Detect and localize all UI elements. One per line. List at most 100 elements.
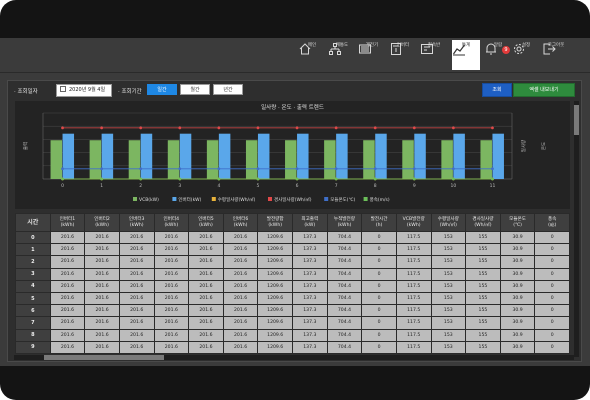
table-cell: 201.6 bbox=[188, 328, 224, 342]
legend-swatch bbox=[363, 197, 368, 201]
x-tick-label: 0 bbox=[61, 183, 64, 189]
legend-entry: 모듈온도(℃) bbox=[330, 197, 355, 203]
statistics-panel: · 조회일자 2020년 9월 4일 · 조회기간 일간 월간 년간 조회 엑셀… bbox=[7, 80, 582, 362]
horizontal-scroll-thumb[interactable] bbox=[44, 355, 164, 360]
table-cell: 201.6 bbox=[84, 279, 120, 293]
table-cell: 1209.6 bbox=[257, 340, 293, 354]
table-cell: 704.4 bbox=[326, 340, 363, 354]
table-cell: 201.6 bbox=[188, 267, 224, 281]
table-cell: 30.9 bbox=[499, 230, 536, 245]
hour-cell: 2 bbox=[15, 255, 51, 269]
legend-swatch bbox=[133, 197, 137, 201]
hour-cell: 1 bbox=[15, 243, 51, 257]
nav-item-diagram[interactable]: 계통도 bbox=[328, 40, 356, 70]
table-cell: 153 bbox=[430, 291, 467, 306]
date-picker[interactable]: 2020년 9월 4일 bbox=[56, 84, 112, 97]
bar-inverter bbox=[414, 133, 426, 179]
trend-chart-svg: 출력 일사량 온도 0 1 2 3 4 5 6 7 8 9 10 11 VCB(kW) 인버터(kW) 수평일사량… bbox=[22, 112, 547, 203]
table-cell: 201.6 bbox=[188, 243, 224, 257]
bar-vcb bbox=[441, 140, 453, 179]
table-cell: 201.6 bbox=[49, 304, 86, 318]
column-header: 경사일사량 (Wh/㎡) bbox=[465, 213, 501, 232]
table-cell: 137.3 bbox=[292, 304, 328, 318]
table-cell: 704.4 bbox=[326, 230, 363, 245]
table-cell: 117.5 bbox=[395, 243, 432, 257]
table-cell: 155 bbox=[465, 243, 501, 257]
legend-entry: 풍속(m/s) bbox=[370, 196, 390, 203]
table-cell: 155 bbox=[465, 255, 501, 269]
x-tick-label: 11 bbox=[490, 183, 496, 189]
nav-item-home[interactable]: 메인 bbox=[298, 40, 326, 70]
table-cell: 201.6 bbox=[49, 255, 86, 269]
table-cell: 201.6 bbox=[118, 291, 155, 306]
series-point bbox=[334, 126, 338, 130]
column-header: 모듈온도 (℃) bbox=[499, 213, 536, 232]
table-cell: 1209.6 bbox=[257, 316, 293, 330]
vertical-scroll-thumb[interactable] bbox=[574, 105, 579, 135]
table-cell: 201.6 bbox=[188, 279, 224, 293]
table-cell: 1209.6 bbox=[257, 291, 293, 306]
table-cell: 201.6 bbox=[118, 279, 155, 293]
table-cell: 201.6 bbox=[188, 291, 224, 306]
hour-cell: 3 bbox=[15, 267, 51, 281]
query-button[interactable]: 조회 bbox=[482, 83, 512, 97]
column-header: 발전량합 (kWh) bbox=[257, 213, 293, 232]
table-cell: 153 bbox=[430, 340, 467, 354]
table-cell: 155 bbox=[465, 316, 501, 330]
period-daily-tab[interactable]: 일간 bbox=[147, 84, 177, 95]
nav-item-junction-box[interactable]: 접속반 bbox=[420, 40, 448, 70]
nav-item-gear[interactable]: 설정 bbox=[512, 40, 540, 70]
bar-inverter bbox=[101, 133, 114, 179]
nav-item-alarm[interactable]: 알람 9 bbox=[484, 40, 512, 70]
table-cell: 201.6 bbox=[49, 340, 86, 354]
table-cell: 0 bbox=[361, 279, 397, 293]
nav-item-label: 메인 bbox=[307, 43, 317, 48]
table-cell: 1209.6 bbox=[257, 328, 293, 342]
period-label: · 조회기간 bbox=[118, 89, 142, 95]
period-yearly-tab[interactable]: 년간 bbox=[213, 84, 243, 95]
legend-entry: 수평일사량(Wh/㎡) bbox=[218, 196, 256, 203]
period-monthly-tab[interactable]: 월간 bbox=[180, 84, 210, 95]
calendar-icon bbox=[60, 86, 66, 92]
table-cell: 0 bbox=[361, 255, 397, 269]
series-point bbox=[491, 177, 494, 181]
series-point bbox=[373, 177, 377, 181]
vertical-scrollbar[interactable] bbox=[574, 101, 579, 357]
table-cell: 0 bbox=[361, 304, 397, 318]
x-tick-label: 4 bbox=[217, 183, 220, 189]
column-header: 인버터5 (kWh) bbox=[188, 213, 224, 232]
table-cell: 0 bbox=[534, 243, 570, 257]
date-label: · 조회일자 bbox=[14, 89, 38, 95]
horizontal-scrollbar[interactable] bbox=[14, 355, 574, 360]
table-cell: 117.5 bbox=[395, 279, 432, 293]
nav-item-label: 접속반 bbox=[427, 43, 441, 48]
nav-item-inverter[interactable]: 인버터 bbox=[389, 40, 417, 70]
series-point bbox=[217, 177, 221, 181]
table-cell: 30.9 bbox=[499, 316, 536, 330]
table-cell: 137.3 bbox=[292, 243, 328, 257]
legend-swatch bbox=[172, 197, 177, 201]
series-point bbox=[412, 167, 416, 171]
table-cell: 201.6 bbox=[118, 255, 155, 269]
table-cell: 117.5 bbox=[395, 328, 432, 342]
nav-item-logout[interactable]: 로그아웃 bbox=[542, 40, 570, 70]
bar-inverter bbox=[218, 133, 231, 179]
series-point bbox=[334, 177, 338, 181]
column-header: 인버터6 (kWh) bbox=[222, 213, 259, 232]
table-cell: 201.6 bbox=[118, 340, 155, 354]
series-point bbox=[178, 167, 182, 171]
table-cell: 30.9 bbox=[499, 328, 536, 342]
table-cell: 153 bbox=[430, 243, 467, 257]
table-cell: 201.6 bbox=[222, 267, 259, 281]
table-cell: 201.6 bbox=[153, 230, 190, 245]
table-cell: 201.6 bbox=[118, 328, 155, 342]
table-cell: 201.6 bbox=[118, 243, 155, 257]
excel-export-button[interactable]: 엑셀 내보내기 bbox=[513, 83, 575, 97]
bar-vcb bbox=[50, 140, 63, 179]
nav-item-stats[interactable]: 통계 bbox=[452, 40, 480, 70]
nav-item-relay[interactable]: 계전기 bbox=[358, 40, 386, 70]
bar-inverter bbox=[453, 133, 465, 179]
table-cell: 137.3 bbox=[292, 279, 328, 293]
bar-vcb bbox=[167, 140, 180, 179]
series-point bbox=[451, 126, 455, 130]
